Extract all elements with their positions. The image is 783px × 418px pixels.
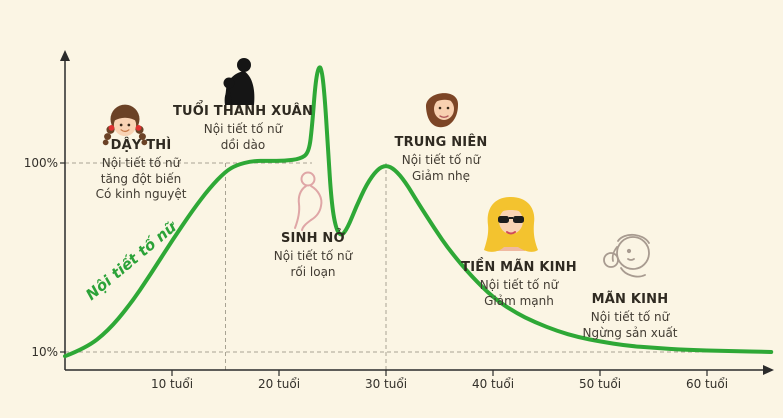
stage-note-line: Nội tiết tố nữ (401, 153, 481, 167)
x-tick-label: 60 tuổi (685, 377, 729, 391)
middle-aged-woman-illustration (425, 93, 459, 128)
x-axis-arrow-icon (763, 365, 774, 375)
stage-note-line: Nội tiết tố nữ (273, 249, 353, 263)
stage-title: DẬY THÌ (110, 138, 172, 153)
stage-title: TRUNG NIÊN (394, 135, 488, 150)
pregnant-woman-outline-illustration (294, 171, 323, 231)
hormone-curve (63, 65, 774, 359)
stage-tien-man-kinh: TIỀN MÃN KINH Nội tiết tố nữ Giảm mạnh (444, 260, 594, 309)
stage-note-line: Ngừng sản xuất (582, 325, 678, 340)
stage-note-line: Nội tiết tố nữ (590, 310, 670, 324)
stage-sinh-no: SINH NỞ Nội tiết tố nữ rối loạn (253, 231, 373, 280)
y-tick-label-10: 10% (31, 345, 58, 359)
stage-note-line: Nội tiết tố nữ (101, 156, 181, 170)
y-tick-label-100: 100% (23, 156, 58, 170)
stage-note-line: Có kinh nguyệt (95, 187, 187, 202)
stage-title: TUỔI THANH XUÂN (172, 104, 314, 119)
stage-title: SINH NỞ (280, 231, 346, 246)
x-tick-label: 20 tuổi (257, 377, 301, 391)
stage-note-line: Giảm nhẹ (411, 168, 471, 183)
x-tick-label: 10 tuổi (150, 377, 194, 391)
stage-note-line: Nội tiết tố nữ (479, 278, 559, 292)
blonde-sunglasses-woman-illustration (484, 197, 538, 252)
stage-note-line: Nội tiết tố nữ (203, 122, 283, 136)
elderly-woman-sketch-illustration (603, 233, 650, 278)
stage-note-line: rối loạn (290, 264, 336, 279)
stage-note-line: dồi dào (220, 137, 266, 152)
dashed-gridlines (65, 162, 771, 370)
stage-note-line: Giảm mạnh (484, 293, 554, 308)
stage-day-thi: DẬY THÌ Nội tiết tố nữ tăng đột biến Có … (71, 138, 211, 203)
stage-trung-nien: TRUNG NIÊN Nội tiết tố nữ Giảm nhẹ (378, 135, 504, 184)
x-tick-label: 50 tuổi (578, 377, 622, 391)
x-tick-label: 30 tuổi (364, 377, 408, 391)
y-axis-arrow-icon (60, 50, 70, 61)
mother-baby-silhouette-icon (223, 58, 255, 105)
stage-tuoi-thanh-xuan: TUỔI THANH XUÂN Nội tiết tố nữ dồi dào (168, 104, 318, 153)
puberty-girl-illustration (102, 104, 148, 146)
x-tick-label: 40 tuổi (471, 377, 515, 391)
stage-title: MÃN KINH (591, 292, 669, 307)
axis-tick-marks (60, 162, 708, 376)
stage-man-kinh: MÃN KINH Nội tiết tố nữ Ngừng sản xuất (560, 292, 700, 341)
stage-note-line: tăng đột biến (100, 171, 182, 186)
stage-title: TIỀN MÃN KINH (461, 260, 577, 275)
